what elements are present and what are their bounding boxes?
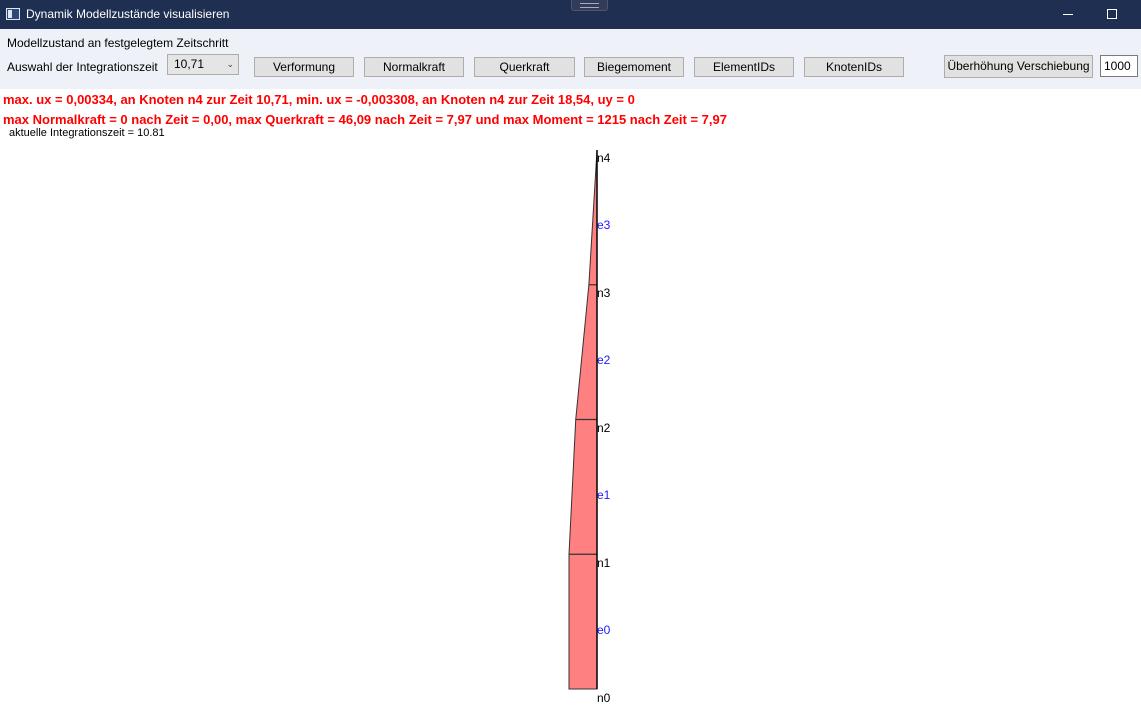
node-label-n2: n2 — [597, 421, 611, 435]
integration-time-select[interactable]: 10,71 ⌄ — [167, 54, 239, 75]
node-label-n0: n0 — [597, 691, 611, 705]
result-line-displacement: max. ux = 0,00334, an Knoten n4 zur Zeit… — [3, 92, 635, 107]
integration-time-value: 10,71 — [174, 57, 205, 71]
node-label-n1: n1 — [597, 556, 611, 570]
scale-factor-input[interactable]: 1000 — [1100, 55, 1138, 77]
querkraft-button[interactable]: Querkraft — [474, 57, 575, 77]
element-label-e1: e1 — [597, 488, 611, 502]
minimize-icon[interactable] — [1045, 0, 1091, 29]
biegemoment-button[interactable]: Biegemoment — [584, 57, 684, 77]
element-ids-button[interactable]: ElementIDs — [694, 57, 794, 77]
node-label-n3: n3 — [597, 286, 611, 300]
result-line-forces: max Normalkraft = 0 nach Zeit = 0,00, ma… — [3, 112, 727, 127]
element-label-e0: e0 — [597, 623, 611, 637]
maximize-icon[interactable] — [1089, 0, 1135, 29]
normalkraft-button[interactable]: Normalkraft — [364, 57, 464, 77]
chevron-down-icon: ⌄ — [226, 59, 234, 69]
drag-grip-icon[interactable] — [571, 0, 608, 11]
current-time-label: aktuelle Integrationszeit = 10.81 — [9, 127, 165, 139]
element-label-e3: e3 — [597, 218, 611, 232]
element-label-e2: e2 — [597, 353, 611, 367]
verformung-button[interactable]: Verformung — [254, 57, 354, 77]
knoten-ids-button[interactable]: KnotenIDs — [804, 57, 904, 77]
window-title: Dynamik Modellzustände visualisieren — [26, 7, 230, 21]
ueberhoehung-button[interactable]: Überhöhung Verschiebung — [944, 55, 1093, 78]
time-select-label: Auswahl der Integrationszeit — [7, 60, 158, 74]
app-icon — [6, 8, 20, 20]
section-label: Modellzustand an festgelegtem Zeitschrit… — [7, 36, 229, 50]
title-bar: Dynamik Modellzustände visualisieren — [0, 0, 1141, 29]
node-label-n4: n4 — [597, 151, 611, 165]
